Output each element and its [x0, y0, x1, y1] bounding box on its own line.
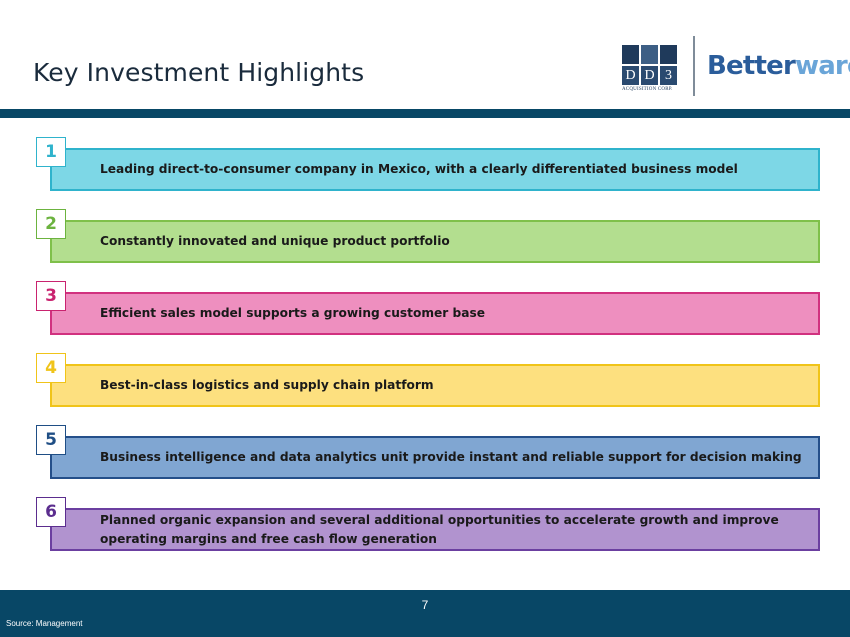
highlight-bar: Planned organic expansion and several ad…	[50, 508, 820, 551]
betterware-logo: Betterware®	[707, 51, 850, 81]
highlight-number-badge: 6	[36, 497, 66, 527]
highlight-bar: Business intelligence and data analytics…	[50, 436, 820, 479]
highlight-bar: Leading direct-to-consumer company in Me…	[50, 148, 820, 191]
highlight-text: Leading direct-to-consumer company in Me…	[100, 162, 738, 177]
slide-title: Key Investment Highlights	[33, 58, 365, 87]
highlight-item: Best-in-class logistics and supply chain…	[36, 353, 820, 407]
highlight-number-badge: 4	[36, 353, 66, 383]
highlight-number-badge: 5	[36, 425, 66, 455]
dd3-letter: 3	[660, 66, 677, 85]
footer-bar: 7 Source: Management	[0, 590, 850, 637]
page-number: 7	[421, 598, 429, 612]
highlight-bar: Best-in-class logistics and supply chain…	[50, 364, 820, 407]
source-note: Source: Management	[6, 619, 83, 628]
highlight-item: Planned organic expansion and several ad…	[36, 497, 820, 551]
highlight-item: Efficient sales model supports a growing…	[36, 281, 820, 335]
dd3-logo: D D 3 ACQUISITION CORP.	[622, 45, 677, 95]
dd3-caption: ACQUISITION CORP.	[622, 87, 673, 92]
header-divider-bar	[0, 109, 850, 118]
highlight-text: Constantly innovated and unique product …	[100, 234, 450, 249]
highlight-text: Best-in-class logistics and supply chain…	[100, 378, 434, 393]
highlight-number-badge: 2	[36, 209, 66, 239]
dd3-letter: D	[622, 66, 639, 85]
highlight-item: Business intelligence and data analytics…	[36, 425, 820, 479]
highlight-number-badge: 3	[36, 281, 66, 311]
logo-divider	[693, 36, 695, 96]
betterware-logo-part2: ware	[794, 51, 850, 81]
highlight-bar: Constantly innovated and unique product …	[50, 220, 820, 263]
highlight-text: Efficient sales model supports a growing…	[100, 306, 486, 321]
highlight-number-badge: 1	[36, 137, 66, 167]
highlight-item: Constantly innovated and unique product …	[36, 209, 820, 263]
dd3-letter: D	[641, 66, 658, 85]
highlight-item: Leading direct-to-consumer company in Me…	[36, 137, 820, 191]
highlight-text: Planned organic expansion and several ad…	[100, 513, 779, 546]
highlight-bar: Efficient sales model supports a growing…	[50, 292, 820, 335]
highlight-text: Business intelligence and data analytics…	[100, 450, 802, 465]
betterware-logo-part1: Better	[707, 51, 796, 81]
